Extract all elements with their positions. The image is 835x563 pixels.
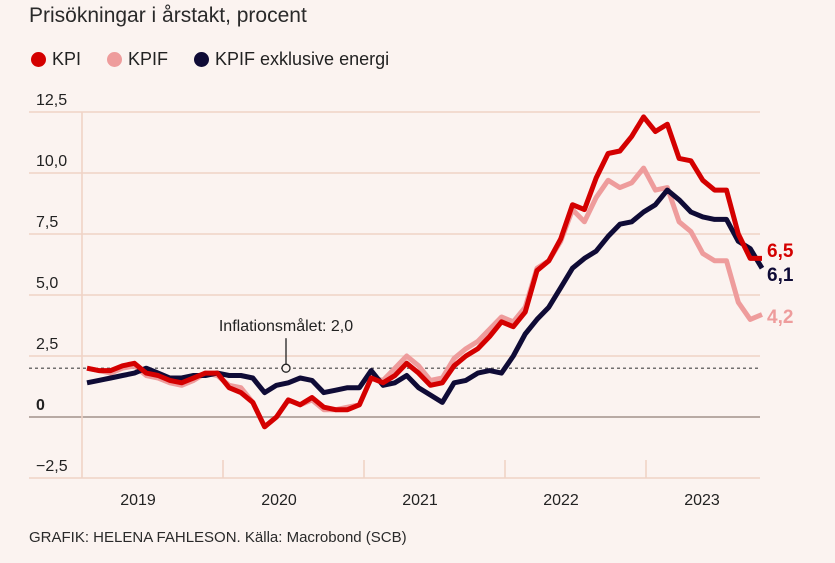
end-label-kpi: 6,5 (767, 241, 794, 262)
legend-dot-kpi (31, 52, 46, 67)
x-axis-ticks: 2019 2020 2021 2022 2023 (120, 460, 720, 509)
legend-item-kpif-exkl-energi: KPIF exklusive energi (194, 49, 389, 70)
end-label-kpif-exklusive-energi: 6,1 (767, 265, 794, 286)
legend-item-kpi: KPI (31, 49, 81, 70)
series-line-kpi (86, 114, 762, 430)
series-line-kpif (86, 165, 763, 430)
legend-dot-kpif (107, 52, 123, 67)
y-tick-label: 12,5 (36, 92, 67, 109)
y-tick-label: −2,5 (36, 458, 68, 475)
x-tick-label: 2019 (120, 492, 156, 509)
chart-title: Prisökningar i årstakt, procent (29, 4, 307, 27)
gridlines (29, 111, 760, 479)
legend: KPI KPIF KPIF exklusive energi (31, 49, 415, 70)
y-tick-label: 5,0 (36, 275, 58, 292)
legend-label-kpi: KPI (52, 49, 82, 69)
y-axis-ticks: −2,5 0 2,5 5,0 7,5 10,0 12,5 (36, 92, 68, 475)
legend-item-kpif: KPIF (107, 49, 168, 70)
annotation-marker (281, 363, 291, 373)
x-tick-label: 2023 (684, 492, 720, 509)
x-tick-label: 2022 (543, 492, 579, 509)
inflation-target-label: Inflationsmålet: 2,0 (219, 317, 353, 335)
y-tick-label: 7,5 (36, 214, 58, 231)
y-tick-label: 2,5 (36, 336, 58, 353)
legend-label-kpif: KPIF (128, 49, 169, 69)
series-lines (86, 114, 765, 430)
legend-label-kpif-exkl-energi: KPIF exklusive energi (215, 49, 390, 69)
source-credit: GRAFIK: HELENA FAHLESON. Källa: Macrobon… (29, 529, 407, 546)
y-tick-label: 10,0 (36, 153, 67, 170)
x-tick-label: 2021 (402, 492, 438, 509)
end-label-kpif: 4,2 (767, 307, 793, 328)
end-labels: 6,5 4,2 6,1 (767, 241, 794, 328)
x-tick-label: 2020 (261, 492, 297, 509)
legend-dot-kpif-exkl-energi (194, 52, 210, 67)
y-tick-label: 0 (36, 397, 45, 414)
